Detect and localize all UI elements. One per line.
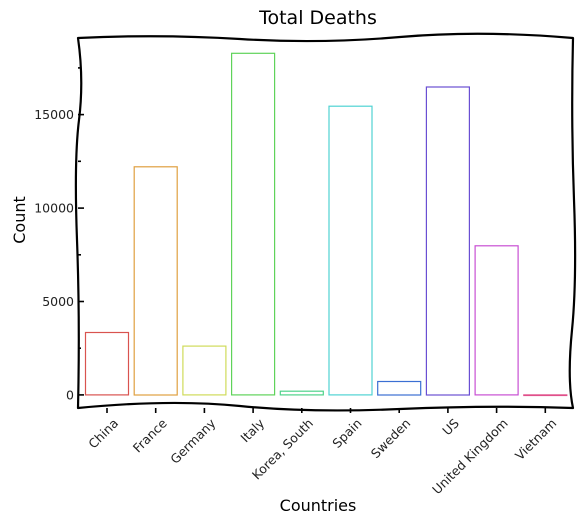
bar-china: [84, 331, 130, 396]
bar-spain: [328, 105, 373, 396]
y-tick-label-0: 0: [66, 387, 74, 402]
bar-france: [133, 166, 178, 396]
y-axis-label: Count: [10, 196, 29, 244]
x-axis-label: Countries: [280, 496, 357, 515]
y-tick-label-5000: 5000: [42, 294, 74, 309]
bar-united-kingdom: [474, 245, 519, 396]
x-tick-label-us: US: [439, 415, 462, 438]
bar-italy: [231, 52, 276, 396]
bar-sweden: [377, 380, 422, 396]
x-tick-label-germany: Germany: [167, 415, 219, 467]
x-tick-label-italy: Italy: [237, 415, 267, 445]
bar-germany: [182, 345, 227, 396]
y-tick-label-10000: 10000: [34, 201, 74, 216]
plot-frame: [74, 32, 577, 412]
bar-us: [425, 86, 470, 396]
x-tick-label-france: France: [130, 415, 170, 455]
x-tick-label-spain: Spain: [329, 416, 364, 451]
x-tick-label-china: China: [85, 416, 121, 452]
bar-korea-south: [279, 390, 324, 396]
bar-vietnam: [523, 394, 568, 397]
y-tick-label-15000: 15000: [34, 107, 74, 122]
y-axis-ticks: 0 5000 10000 15000: [34, 67, 84, 402]
x-tick-label-sweden: Sweden: [368, 416, 414, 462]
x-tick-label-vietnam: Vietnam: [512, 416, 559, 463]
bars-group: [84, 52, 568, 397]
chart-title: Total Deaths: [258, 7, 377, 29]
